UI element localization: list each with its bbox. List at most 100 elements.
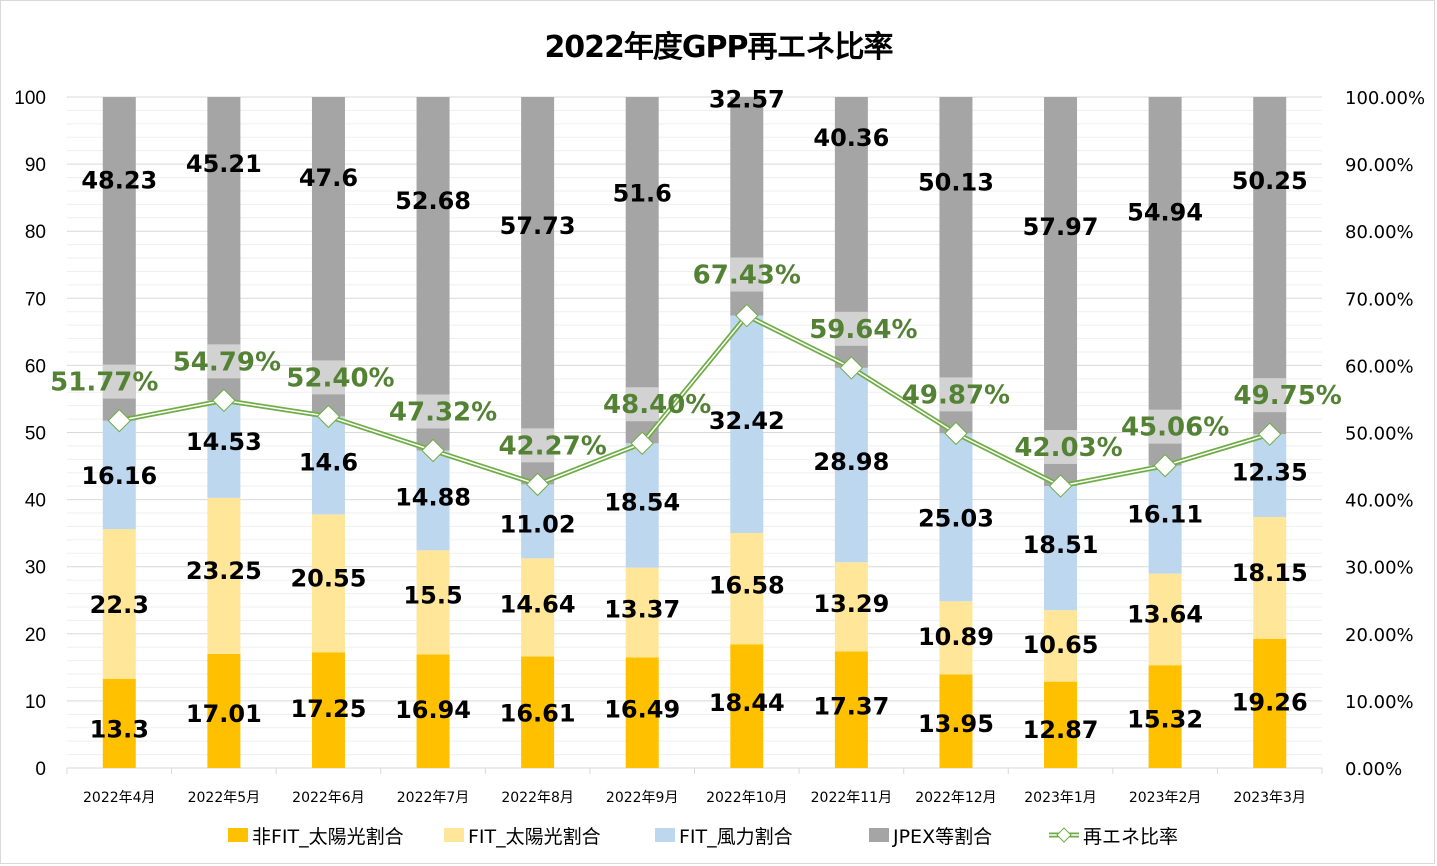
bar-segment-fit-solar bbox=[416, 550, 450, 655]
y-left-tick-label: 100 bbox=[14, 88, 46, 109]
percent-label-background bbox=[102, 364, 136, 399]
percent-label-background bbox=[1044, 429, 1078, 464]
legend: 非FIT_太陽光割合 FIT_太陽光割合 FIT_風力割合 JPEX等割合 再エネ比率 bbox=[228, 826, 1178, 848]
axis-ticks: 0 10 20 30 40 50 60 70 80 90 100 0.00% 10.00% 20.00% 3… bbox=[14, 88, 1425, 806]
bar-segment-nonfit-solar bbox=[416, 654, 450, 768]
legend-swatch bbox=[444, 828, 464, 842]
bar-data-label: 10.65 bbox=[1023, 631, 1099, 659]
bar-data-label: 10.89 bbox=[918, 623, 994, 651]
bar-data-label: 32.57 bbox=[709, 86, 785, 114]
legend-label: 再エネ比率 bbox=[1083, 826, 1178, 848]
y-right-tick-label: 30.00% bbox=[1345, 558, 1414, 579]
bar-data-label: 48.23 bbox=[81, 166, 157, 194]
bar-segment-fit-solar bbox=[1253, 516, 1287, 639]
x-tick-label: 2022年5月 bbox=[188, 790, 261, 806]
y-right-tick-label: 70.00% bbox=[1345, 289, 1414, 310]
bar-segment-fit-wind bbox=[102, 420, 136, 530]
bar-data-label: 12.35 bbox=[1232, 459, 1308, 487]
bar-data-label: 28.98 bbox=[813, 448, 889, 476]
bar-segment-fit-solar bbox=[1148, 573, 1182, 666]
bar-data-label: 52.68 bbox=[395, 187, 471, 215]
x-tick-label: 2023年1月 bbox=[1024, 790, 1097, 806]
legend-diamond-icon bbox=[1056, 827, 1072, 843]
y-left-tick-label: 80 bbox=[25, 222, 46, 243]
x-tick-label: 2023年3月 bbox=[1233, 790, 1306, 806]
bar-segment-jpex bbox=[625, 97, 659, 444]
x-tick-label: 2023年2月 bbox=[1129, 790, 1202, 806]
ratio-marker-diamond bbox=[944, 421, 968, 446]
percent-label-background bbox=[1253, 378, 1287, 413]
ratio-data-label: 67.43% bbox=[693, 261, 801, 291]
ratio-marker-diamond bbox=[1258, 422, 1282, 446]
percent-label-background bbox=[834, 311, 868, 346]
bar-segment-jpex bbox=[939, 97, 973, 434]
renewable-ratio-line bbox=[107, 303, 1282, 498]
bar-data-label: 18.15 bbox=[1232, 559, 1308, 587]
data-labels: 13.3 22.3 16.16 48.23 17.01 23.25 14.53 45.21 17… bbox=[50, 86, 1342, 744]
bar-segment-nonfit-solar bbox=[834, 651, 868, 768]
bar-segment-fit-solar bbox=[102, 529, 136, 679]
x-tick-label: 2022年9月 bbox=[606, 790, 679, 806]
bar-data-label: 50.25 bbox=[1232, 167, 1308, 195]
bar-segment-fit-wind bbox=[834, 367, 868, 563]
legend-label: JPEX等割合 bbox=[892, 826, 992, 848]
bar-data-label: 16.16 bbox=[81, 462, 157, 490]
y-left-tick-label: 50 bbox=[25, 424, 46, 445]
bar-segment-nonfit-solar bbox=[207, 653, 241, 768]
bar-data-label: 51.6 bbox=[613, 180, 672, 208]
percent-label-background bbox=[521, 428, 555, 463]
bar-segment-nonfit-solar bbox=[1148, 665, 1182, 768]
ratio-line-inner bbox=[119, 314, 1270, 487]
bar-segment-nonfit-solar bbox=[1253, 638, 1287, 768]
ratio-marker-diamond bbox=[1048, 474, 1073, 498]
ratio-data-label: 49.75% bbox=[1234, 381, 1342, 411]
bar-segment-fit-wind bbox=[939, 433, 973, 602]
x-tick-label: 2022年10月 bbox=[706, 790, 787, 806]
percent-label-background bbox=[207, 344, 241, 379]
legend-swatch bbox=[655, 828, 675, 842]
bar-segment-fit-solar bbox=[1044, 610, 1078, 682]
ratio-data-label: 54.79% bbox=[173, 347, 281, 377]
bar-segment-fit-wind bbox=[1044, 485, 1078, 611]
y-left-tick-label: 40 bbox=[25, 491, 46, 512]
bar-segment-fit-solar bbox=[207, 497, 241, 654]
x-tick-label: 2022年4月 bbox=[83, 790, 156, 806]
bar-data-label: 17.37 bbox=[813, 693, 889, 721]
percent-label-background bbox=[1148, 409, 1182, 444]
bar-data-label: 17.01 bbox=[186, 700, 262, 728]
bar-segment-fit-solar bbox=[834, 562, 868, 652]
percent-label-background bbox=[416, 394, 450, 429]
bar-data-label: 12.87 bbox=[1023, 716, 1099, 744]
bar-data-label: 16.94 bbox=[395, 696, 471, 724]
bar-segment-fit-solar bbox=[939, 601, 973, 675]
bar-data-label: 18.51 bbox=[1023, 531, 1099, 559]
percent-label-background bbox=[939, 377, 973, 412]
bar-data-label: 16.11 bbox=[1127, 501, 1203, 529]
bar-data-label: 22.3 bbox=[90, 591, 149, 619]
bar-data-label: 40.36 bbox=[813, 124, 889, 152]
bar-segment-jpex bbox=[1253, 96, 1287, 435]
ratio-marker-diamond bbox=[525, 472, 550, 497]
y-left-tick-label: 30 bbox=[25, 558, 46, 579]
bar-data-label: 13.64 bbox=[1127, 600, 1203, 628]
bar-data-label: 13.37 bbox=[604, 595, 680, 623]
y-left-tick-label: 0 bbox=[35, 759, 46, 780]
bar-data-label: 19.26 bbox=[1232, 688, 1308, 716]
ratio-data-label: 47.32% bbox=[389, 397, 497, 427]
legend-label: FIT_太陽光割合 bbox=[468, 826, 601, 848]
x-tick-label: 2022年8月 bbox=[501, 790, 574, 806]
bar-segment-jpex bbox=[416, 97, 450, 451]
x-tick-label: 2022年6月 bbox=[292, 790, 365, 806]
bar-data-label: 13.95 bbox=[918, 710, 994, 738]
bar-data-label: 14.6 bbox=[299, 448, 358, 476]
bar-segment-jpex bbox=[1148, 96, 1182, 466]
percent-label-background bbox=[730, 257, 764, 292]
bar-segment-nonfit-solar bbox=[625, 657, 659, 768]
ratio-data-label: 51.77% bbox=[50, 368, 158, 398]
ratio-marker-diamond bbox=[107, 408, 131, 433]
bar-segment-fit-wind bbox=[1253, 434, 1287, 517]
legend-swatch bbox=[228, 828, 248, 842]
bar-data-label: 13.3 bbox=[90, 715, 149, 743]
y-right-tick-label: 80.00% bbox=[1345, 222, 1414, 243]
